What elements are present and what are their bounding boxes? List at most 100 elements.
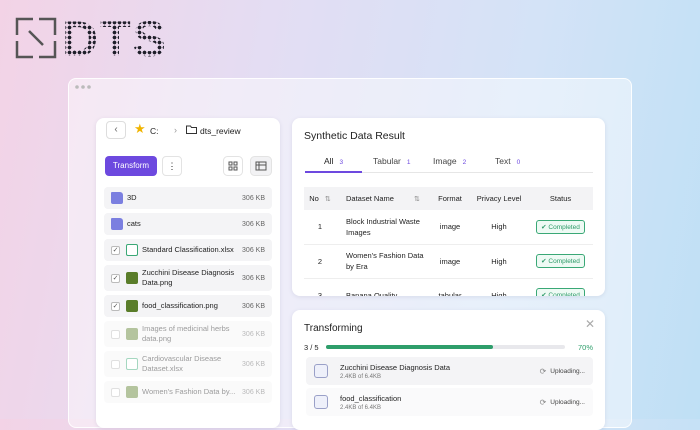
table-cell: 2 — [304, 244, 336, 279]
file-size: 306 KB — [242, 246, 265, 254]
file-size: 306 KB — [242, 274, 265, 282]
cell-text: 1 — [317, 222, 323, 232]
table-cell: Banana Quality — [336, 278, 430, 296]
status-text: Completed — [548, 292, 580, 296]
tab[interactable]: Text 0 — [495, 156, 520, 166]
image-icon — [314, 364, 328, 378]
file-item[interactable]: ✓ food_classification.png 306 KB — [104, 295, 272, 317]
brand: DTS — [62, 11, 168, 67]
list-view-button[interactable] — [250, 156, 272, 176]
file-name: 3D — [127, 193, 137, 202]
tab[interactable]: Tabular 1 — [373, 156, 411, 166]
checkbox[interactable]: ✓ — [111, 301, 120, 311]
status-badge: ✔ Completed — [536, 288, 585, 296]
column-header: Privacy Level — [470, 187, 528, 210]
image-icon — [126, 328, 138, 340]
folder-icon — [111, 192, 123, 204]
table-cell: Block Industrial Waste Images — [336, 210, 430, 245]
file-item[interactable]: 3D 306 KB — [104, 187, 272, 209]
upload-status: Uploading... — [550, 398, 585, 406]
tab-count: 1 — [406, 159, 411, 166]
tab-label: Tabular — [373, 156, 401, 166]
file-name: Zucchini Disease Diagnosis Data.png — [142, 268, 235, 287]
transform-button[interactable]: Transform — [105, 156, 157, 176]
logo-icon — [15, 17, 57, 59]
upload-item: Zucchini Disease Diagnosis Data 2.4KB of … — [306, 357, 593, 385]
upload-info: Zucchini Disease Diagnosis Data 2.4KB of … — [340, 363, 540, 380]
tab-label: All — [324, 156, 334, 166]
upload-item: food_classification 2.4KB of 6.4KB ⟳ Upload… — [306, 388, 593, 416]
file-name: Images of medicinal herbs data.png — [142, 324, 230, 343]
upload-name: food_classification — [340, 393, 402, 403]
status-badge: ✔ Completed — [536, 219, 585, 234]
star-icon: ★ — [134, 121, 146, 136]
file-item[interactable]: cats 306 KB — [104, 213, 272, 235]
file-size: 306 KB — [242, 388, 265, 396]
cell-text: High — [491, 290, 507, 297]
status-icon: ✔ — [541, 223, 549, 231]
table-cell: 1 — [304, 210, 336, 245]
progress-percent: 70% — [577, 343, 593, 352]
file-list: 3D 306 KB cats 306 KB ✓ Standard Classificati… — [104, 187, 272, 419]
path-folder[interactable]: dts_review — [200, 126, 241, 136]
file-item[interactable]: ✓ Zucchini Disease Diagnosis Data.png 306 … — [104, 265, 272, 291]
cell-text: High — [491, 256, 507, 266]
folder-icon — [111, 218, 123, 230]
checkbox[interactable] — [111, 329, 120, 339]
tab[interactable]: All 3 — [324, 156, 343, 166]
transform-count: 3 / 5 — [304, 343, 319, 352]
results-table: No ⇅ Dataset Name ⇅ Format Privacy Level Statu… — [304, 187, 593, 296]
tab-label: Text — [495, 156, 511, 166]
upload-name: Zucchini Disease Diagnosis Data — [340, 362, 451, 372]
sort-icon[interactable]: ⇅ — [324, 196, 331, 203]
back-button[interactable]: ‹ — [106, 121, 126, 139]
column-label: Status — [549, 194, 572, 203]
tab[interactable]: Image 2 — [433, 156, 466, 166]
checkbox[interactable]: ✓ — [111, 273, 120, 283]
cell-text: image — [439, 222, 461, 232]
file-size: 306 KB — [242, 302, 265, 310]
cell-text: 2 — [317, 256, 323, 266]
file-name: Women's Fashion Data by... — [142, 387, 236, 396]
file-item[interactable]: Cardiovascular Disease Dataset.xlsx 306 K… — [104, 351, 272, 377]
status-text: Completed — [548, 258, 580, 265]
progress-track — [326, 345, 565, 349]
cell-text: 3 — [317, 290, 323, 297]
path-sep: › — [174, 125, 177, 135]
tab-label: Image — [433, 156, 457, 166]
column-header: No ⇅ — [304, 187, 336, 210]
table-clip: No ⇅ Dataset Name ⇅ Format Privacy Level Statu… — [292, 118, 605, 296]
file-size: 306 KB — [242, 330, 265, 338]
grid-view-button[interactable] — [223, 156, 243, 176]
table-cell: Women's Fashion Data by Era — [336, 244, 430, 279]
table-cell: ✔ Completed — [528, 210, 593, 245]
sort-icon[interactable]: ⇅ — [413, 196, 420, 203]
table-cell: ✔ Completed — [528, 244, 593, 279]
tab-count: 0 — [516, 159, 521, 166]
checkbox[interactable]: ✓ — [111, 245, 120, 255]
window-dots — [75, 85, 91, 89]
file-item[interactable]: ✓ Standard Classification.xlsx 306 KB — [104, 239, 272, 261]
tab-divider — [305, 172, 593, 173]
checkbox[interactable] — [111, 387, 120, 397]
spinner: ⟳ — [539, 366, 547, 376]
results-title: Synthetic Data Result — [304, 130, 405, 142]
path-root[interactable]: C: — [150, 126, 159, 136]
column-label: No — [309, 194, 319, 203]
spinner: ⟳ — [539, 397, 547, 407]
column-header: Dataset Name ⇅ — [336, 187, 430, 210]
cell-text: Banana Quality — [346, 290, 398, 297]
upload-info: food_classification 2.4KB of 6.4KB — [340, 394, 540, 411]
close-button[interactable]: ✕ — [585, 317, 596, 331]
file-item[interactable]: Women's Fashion Data by... 306 KB — [104, 381, 272, 403]
upload-status: Uploading... — [550, 367, 585, 375]
table-cell: High — [470, 278, 528, 296]
more-button[interactable]: ⋮ — [162, 156, 182, 176]
transform-title: Transforming — [304, 323, 363, 334]
upload-progress: 2.4KB of 6.4KB — [340, 404, 382, 411]
status-icon: ✔ — [541, 292, 549, 296]
checkbox[interactable] — [111, 359, 120, 369]
status-text: Completed — [548, 223, 580, 231]
folder-icon — [186, 125, 197, 134]
file-item[interactable]: Images of medicinal herbs data.png 306 KB — [104, 321, 272, 347]
